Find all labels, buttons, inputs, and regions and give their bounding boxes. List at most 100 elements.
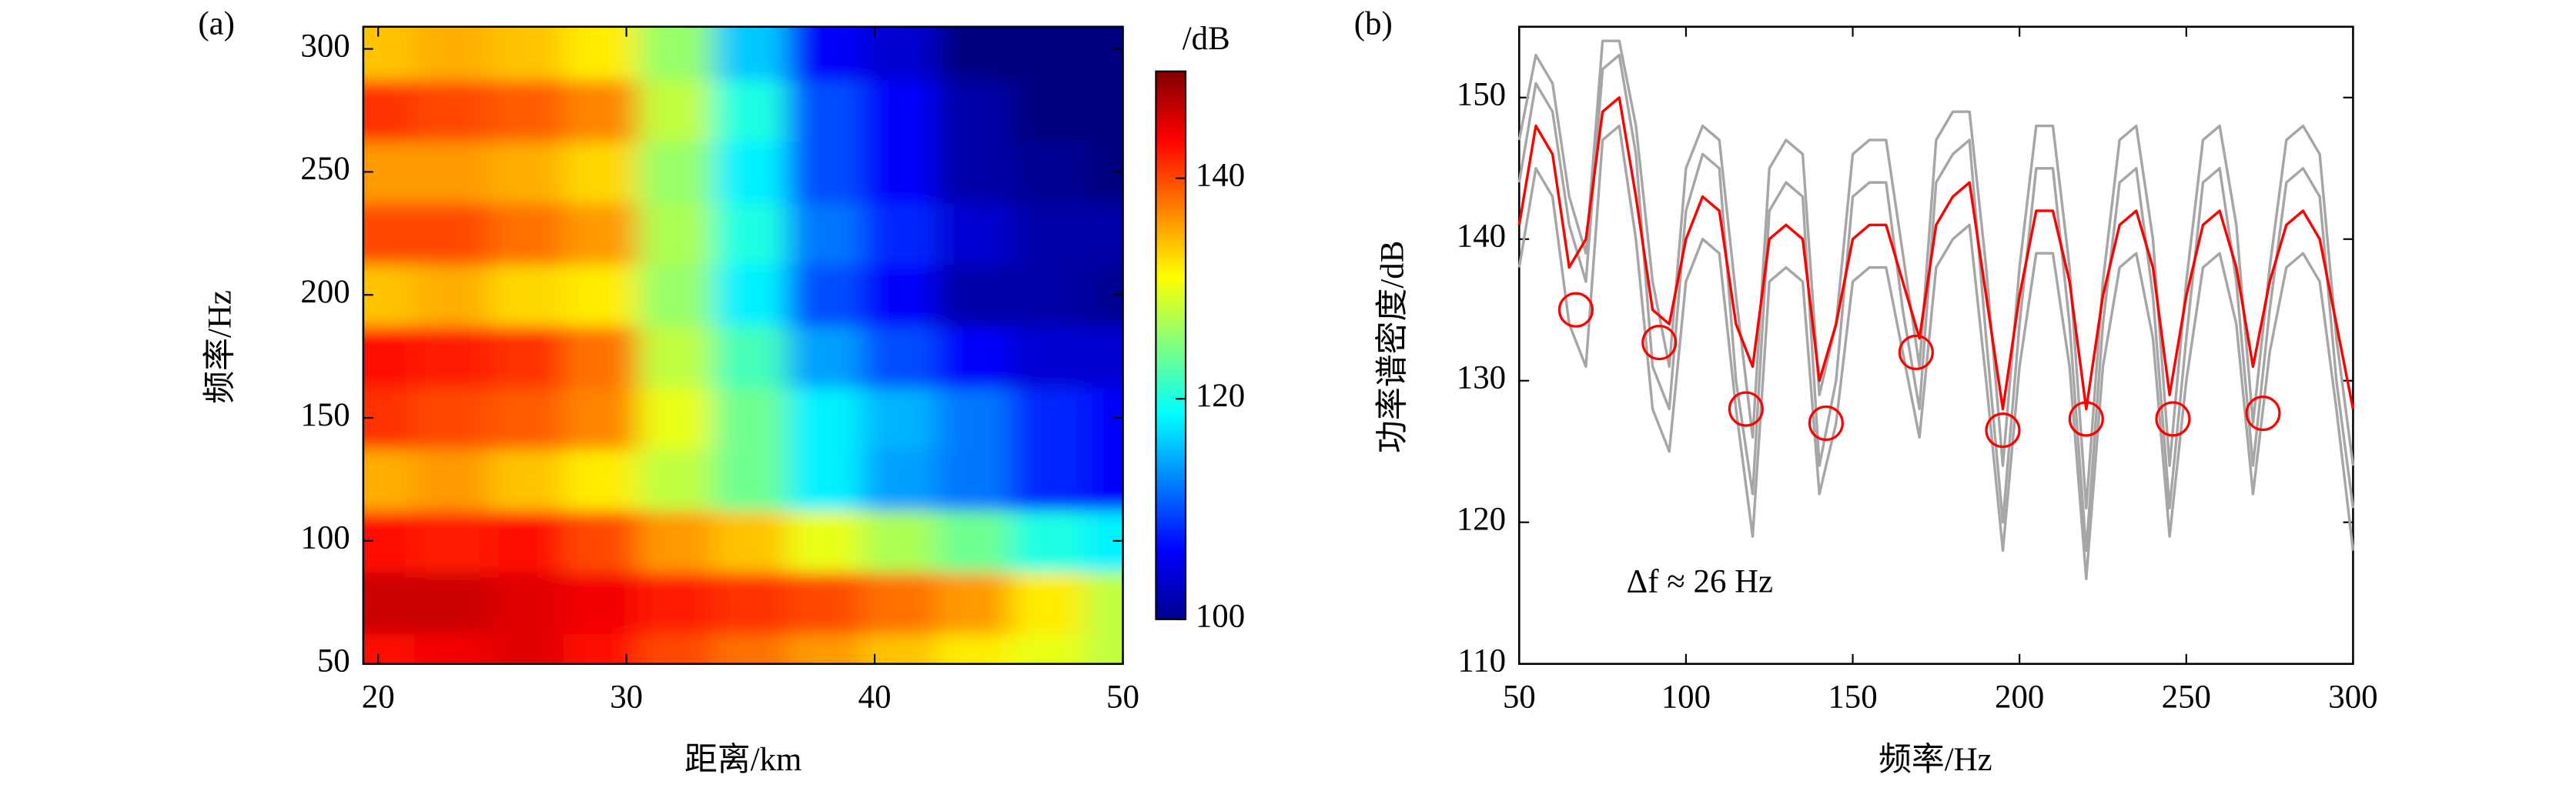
heat-cell: [712, 447, 789, 511]
heat-cell: [935, 509, 1012, 573]
marker-circle: [2155, 401, 2191, 437]
heat-cell: [414, 140, 491, 204]
heatmap: [363, 26, 1123, 664]
heat-cell: [563, 26, 640, 81]
heat-cell: [414, 632, 491, 664]
heat-cell: [489, 26, 566, 81]
x-tick-label: 50: [1106, 679, 1139, 716]
x-tick-label: 200: [1995, 679, 2044, 716]
heat-cell: [935, 447, 1012, 511]
x-tick-label: 300: [2328, 679, 2377, 716]
heat-cell: [489, 78, 566, 142]
heat-cell: [363, 140, 417, 204]
heat-cell: [637, 78, 714, 142]
colorbar-tick-label: 140: [1196, 158, 1245, 194]
heat-cell: [1085, 632, 1123, 664]
heat-cell: [712, 263, 789, 327]
heat-cell: [861, 386, 938, 450]
heat-cell: [787, 632, 864, 664]
heat-cell: [935, 202, 1012, 265]
heat-cell: [637, 140, 714, 204]
heat-cell: [363, 325, 417, 389]
heat-cell: [861, 140, 938, 204]
plot-frame: [1517, 25, 2354, 665]
heat-cell: [712, 570, 789, 634]
heat-cell: [363, 447, 417, 511]
heat-cell: [637, 632, 714, 664]
heat-cell: [935, 26, 1012, 81]
plot-frame: [362, 25, 1124, 665]
heat-cell: [563, 509, 640, 573]
marker-circle: [2068, 401, 2104, 437]
heat-cell: [787, 263, 864, 327]
heat-cell: [1010, 447, 1087, 511]
heat-cell: [787, 202, 864, 265]
heatmap-cells: [363, 26, 1123, 664]
heat-cell: [1085, 325, 1123, 389]
heat-cell: [637, 447, 714, 511]
heat-cell: [363, 509, 417, 573]
heat-cell: [712, 325, 789, 389]
annotation: Δf ≈ 26 Hz: [1627, 564, 1773, 600]
heat-cell: [414, 26, 491, 81]
heat-cell: [861, 325, 938, 389]
heat-cell: [787, 26, 864, 81]
heat-cell: [489, 140, 566, 204]
heat-cell: [861, 202, 938, 265]
heat-cell: [861, 509, 938, 573]
heat-cell: [1085, 78, 1123, 142]
heat-cell: [414, 509, 491, 573]
y-tick-label: 120: [1457, 502, 1506, 538]
x-tick-label: 30: [610, 679, 643, 716]
heat-cell: [637, 509, 714, 573]
heat-cell: [787, 570, 864, 634]
heat-cell: [414, 78, 491, 142]
heat-cell: [787, 140, 864, 204]
series-line: [1517, 53, 2355, 553]
heat-cell: [637, 263, 714, 327]
heat-cell: [861, 447, 938, 511]
heat-cell: [787, 509, 864, 573]
heat-cell: [637, 325, 714, 389]
heat-cell: [489, 509, 566, 573]
marker-circle: [1808, 405, 1844, 441]
heat-cell: [712, 202, 789, 265]
colorbar: [1155, 70, 1187, 620]
heat-cell: [414, 202, 491, 265]
y-tick-label: 200: [300, 274, 350, 310]
series-line: [1517, 96, 2355, 411]
heat-cell: [787, 386, 864, 450]
heat-cell: [712, 78, 789, 142]
x-tick-label: 20: [362, 679, 395, 716]
heat-cell: [712, 632, 789, 664]
heat-cell: [489, 447, 566, 511]
y-tick-label: 150: [1457, 77, 1506, 113]
x-tick-label: 40: [858, 679, 892, 716]
heat-cell: [563, 263, 640, 327]
y-tick-label: 130: [1457, 360, 1506, 396]
heat-cell: [1085, 202, 1123, 265]
heat-cell: [1010, 140, 1087, 204]
marker-circle: [2245, 395, 2281, 432]
series-line: [1517, 124, 2355, 581]
panel-label: (b): [1354, 6, 1393, 42]
panel-label: (a): [198, 6, 235, 42]
x-tick-label: 100: [1661, 679, 1711, 716]
x-axis-label: 距离/km: [684, 741, 801, 778]
heat-cell: [637, 202, 714, 265]
heat-cell: [935, 140, 1012, 204]
heat-cell: [489, 325, 566, 389]
x-tick-label: 50: [1503, 679, 1536, 716]
heat-cell: [861, 263, 938, 327]
heat-cell: [1010, 570, 1087, 634]
heat-cell: [363, 26, 417, 81]
heat-cell: [563, 570, 640, 634]
heat-cell: [787, 78, 864, 142]
heat-cell: [414, 447, 491, 511]
heat-cell: [637, 386, 714, 450]
heat-cell: [1010, 386, 1087, 450]
heat-cell: [489, 202, 566, 265]
x-tick-label: 250: [2162, 679, 2211, 716]
heat-cell: [489, 570, 566, 634]
